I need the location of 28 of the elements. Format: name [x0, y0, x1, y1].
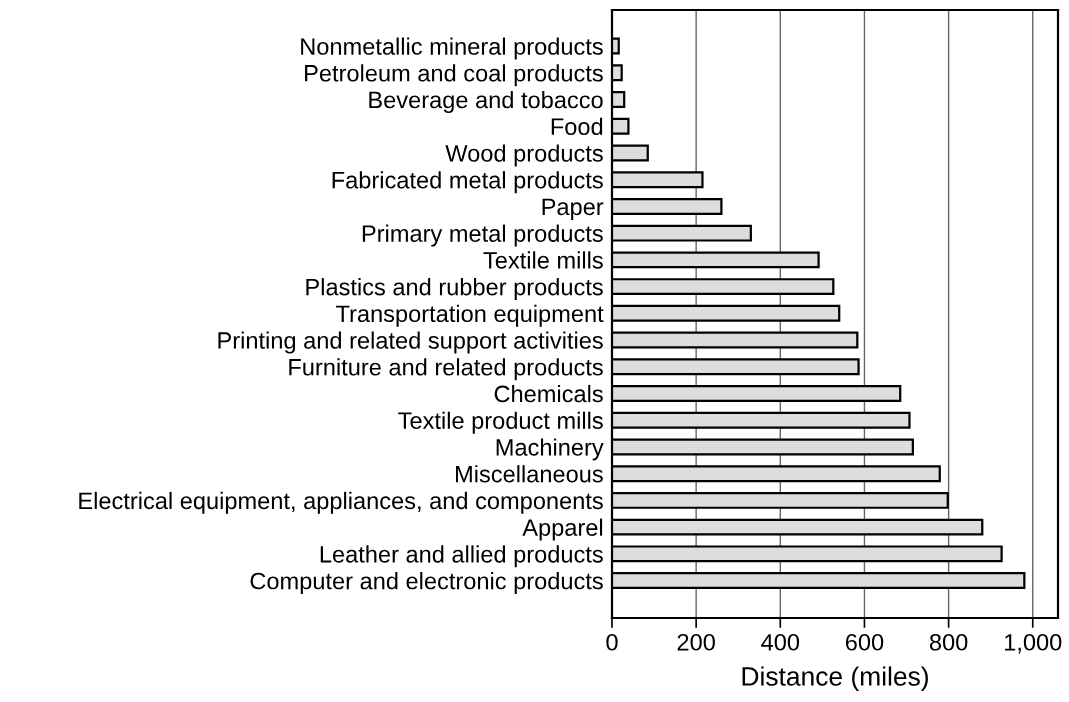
x-tick-label: 0: [606, 633, 618, 651]
y-tick-label: Miscellaneous: [456, 465, 603, 483]
y-tick-label: Textile product mills: [398, 411, 603, 434]
x-axis-title: Distance (miles): [742, 666, 928, 691]
y-tick-label: Plastics and rubber products: [306, 278, 603, 301]
y-tick-label: Chemicals: [494, 384, 603, 403]
y-tick-label: Wood products: [445, 144, 603, 167]
y-tick-label: Electrical equipment, appliances, and components: [79, 491, 603, 514]
y-tick-label: Nonmetallic mineral products: [301, 37, 603, 60]
y-tick-label: Leather and allied products: [320, 545, 603, 568]
y-tick-label: Petroleum and coal products: [305, 64, 603, 87]
y-tick-label: Primary metal products: [362, 224, 603, 247]
y-tick-label: Furniture and related products: [289, 358, 603, 381]
y-tick-label: Computer and electronic products: [250, 572, 603, 595]
x-tick-label: 1,000: [1005, 633, 1062, 654]
x-tick-label: 800: [929, 633, 968, 651]
y-tick-label: Paper: [542, 198, 604, 220]
x-tick-label: 600: [845, 633, 884, 651]
y-tick-label: Beverage and tobacco: [369, 90, 603, 113]
y-tick-label: Fabricated metal products: [332, 171, 603, 194]
y-tick-label: Apparel: [522, 518, 603, 541]
y-tick-label: Food: [551, 117, 603, 136]
y-tick-label: Textile mills: [483, 251, 603, 269]
y-tick-label: Transportation equipment: [336, 304, 604, 327]
y-tick-label: Machinery: [496, 438, 604, 461]
y-tick-label: Printing and related support activities: [218, 331, 603, 354]
x-tick-label: 200: [677, 633, 715, 651]
x-tick-label: 400: [761, 633, 800, 651]
